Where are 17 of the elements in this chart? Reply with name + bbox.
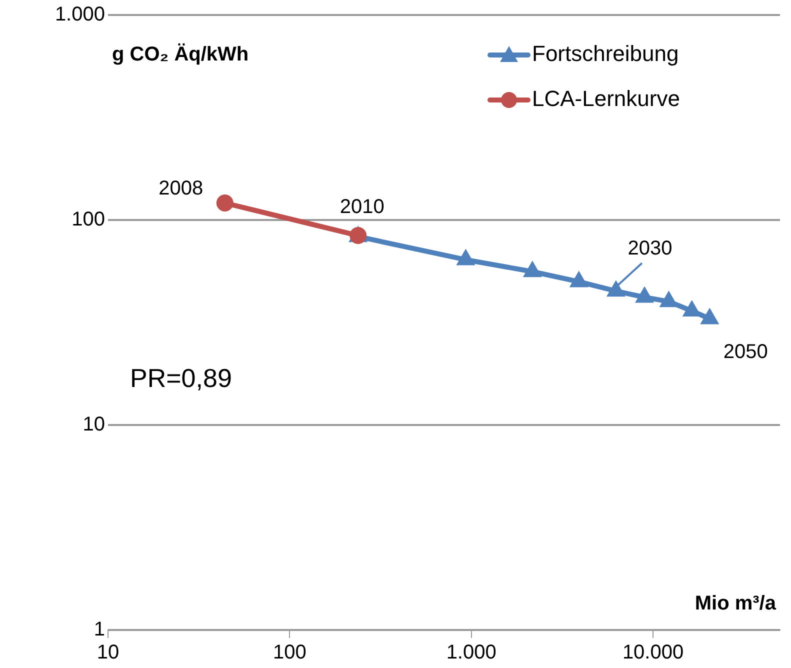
annotation: 2010 — [340, 196, 384, 218]
annotation: 2008 — [158, 178, 204, 200]
x-tick-label: 10 — [96, 642, 120, 664]
y-tick-label: 1 — [94, 618, 105, 641]
y-tick-label: 1.000 — [54, 4, 105, 26]
annotation: 2030 — [628, 238, 672, 260]
x-tick-label: 1.000 — [446, 642, 496, 664]
y-tick-label: 10 — [82, 414, 105, 436]
x-tick-label: 10.000 — [622, 642, 684, 664]
y-axis-title: g CO₂ Äq/kWh — [112, 42, 249, 66]
y-tick-label: 100 — [72, 208, 105, 231]
legend-label: LCA-Lernkurve — [532, 86, 680, 112]
x-axis-title: Mio m³/a — [694, 592, 777, 615]
legend-label: Fortschreibung — [532, 41, 679, 66]
annotation: PR=0,89 — [130, 363, 232, 394]
annotation: 2050 — [723, 341, 768, 364]
x-tick-label: 100 — [272, 642, 306, 664]
